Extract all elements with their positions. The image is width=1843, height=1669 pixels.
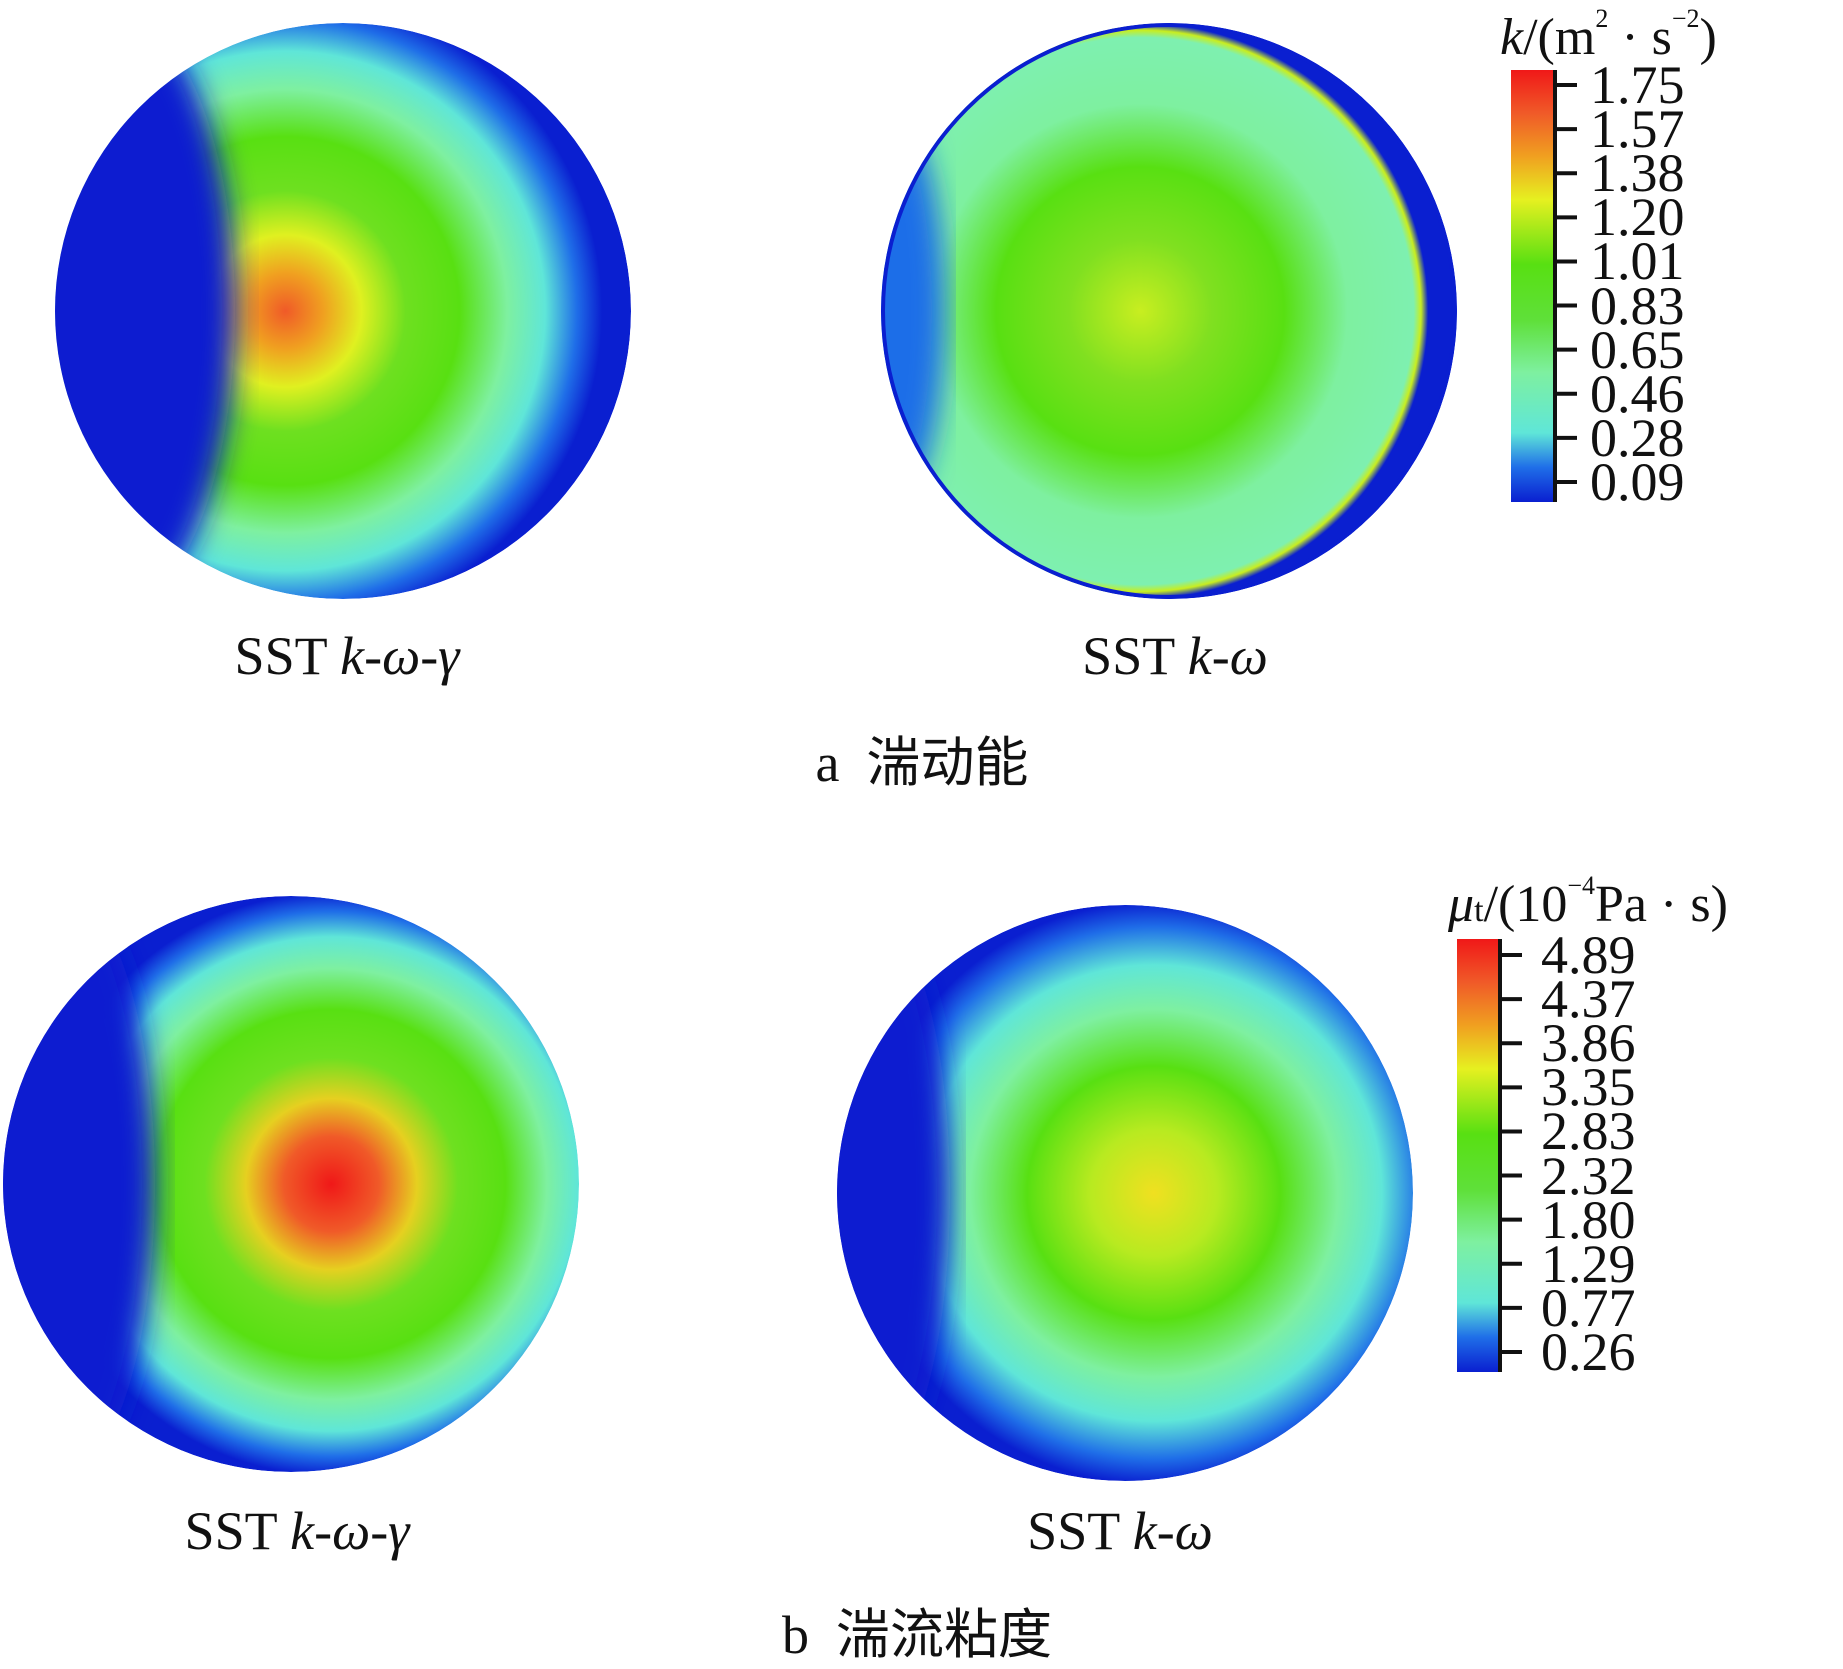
colorbar-tick-label: 2.32 — [1541, 1145, 1636, 1206]
colorbar-tick-label: 4.89 — [1541, 925, 1636, 985]
colorbar-tick-label: 0.46 — [1590, 363, 1685, 424]
colorbar-tick-label: 1.20 — [1590, 187, 1685, 248]
colorbar-tick-label: 0.09 — [1590, 452, 1685, 512]
colorbar-k-title: k/(m2 · s−2) — [1500, 4, 1717, 66]
colorbar-tick-label: 0.26 — [1541, 1322, 1636, 1382]
colorbar-tick-label: 0.77 — [1541, 1277, 1636, 1338]
contour-k-sst-k-omega-gamma — [55, 23, 631, 599]
colorbar-tick-label: 1.57 — [1590, 99, 1685, 160]
colorbar-mut — [1457, 939, 1499, 1372]
colorbar-tick-label: 1.80 — [1541, 1189, 1636, 1250]
subtitle-b: b 湍流粘度 — [782, 1605, 1052, 1665]
contour-mut-sst-k-omega-gamma — [3, 896, 579, 1472]
caption-a-left: SST k-ω-γ — [234, 626, 460, 686]
contour-mut-sst-k-omega — [837, 905, 1413, 1481]
colorbar-k — [1511, 70, 1553, 502]
colorbar-tick-label: 1.38 — [1590, 143, 1685, 204]
contour-k-sst-k-omega — [881, 23, 1457, 599]
colorbar-mut-title: μt/(10−4Pa · s) — [1448, 871, 1728, 933]
subtitle-a: a 湍动能 — [815, 733, 1029, 793]
colorbar-tick-label: 3.86 — [1541, 1013, 1636, 1074]
colorbar-tick-label: 1.29 — [1541, 1233, 1636, 1294]
colorbar-tick-label: 1.01 — [1590, 231, 1685, 292]
caption-a-right: SST k-ω — [1082, 626, 1268, 686]
colorbar-tick-label: 4.37 — [1541, 969, 1636, 1030]
colorbar-tick-label: 3.35 — [1541, 1057, 1636, 1118]
caption-b-left: SST k-ω-γ — [184, 1501, 410, 1561]
colorbar-tick-label: 1.75 — [1590, 55, 1685, 115]
colorbar-tick-label: 0.28 — [1590, 407, 1685, 468]
colorbar-tick-label: 2.83 — [1541, 1101, 1636, 1162]
colorbar-tick-label: 0.83 — [1590, 275, 1685, 336]
caption-b-right: SST k-ω — [1027, 1501, 1213, 1561]
colorbar-tick-label: 0.65 — [1590, 319, 1685, 380]
